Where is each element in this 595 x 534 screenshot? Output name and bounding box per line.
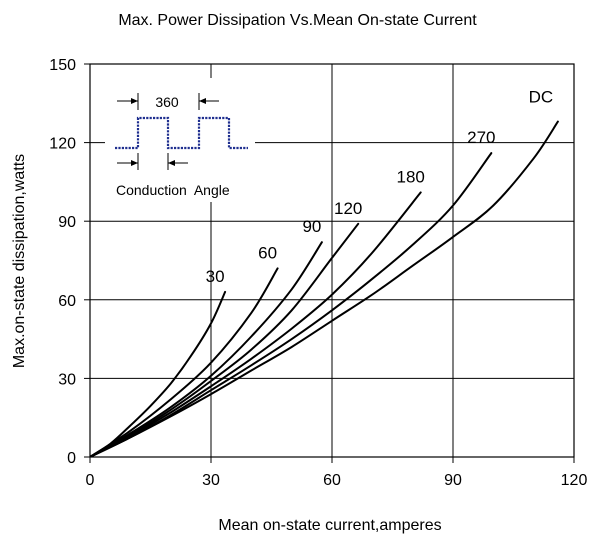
inset-period-label: 360: [155, 94, 179, 110]
series-line-180: [90, 191, 422, 457]
x-tick-label: 60: [323, 472, 341, 489]
series-label-DC: DC: [529, 88, 554, 107]
y-tick-label: 120: [49, 136, 76, 153]
series-label-270: 270: [467, 128, 495, 147]
x-axis-label: Mean on-state current,amperes: [218, 517, 441, 534]
x-tick-label: 90: [444, 472, 462, 489]
series-labels: 30 60 90 120 180 270 DC: [206, 88, 554, 286]
x-tick-label: 120: [561, 472, 588, 489]
x-tick-label: 0: [86, 472, 95, 489]
inset-arrowhead-right: [199, 98, 206, 104]
series-label-180: 180: [397, 167, 425, 186]
axis-ticks: 0 30 60 90 120 0 30 60 90 120 150: [49, 57, 587, 489]
series-lines: [90, 120, 559, 457]
y-tick-label: 30: [58, 371, 76, 388]
series-line-60: [90, 267, 279, 457]
y-tick-label: 60: [58, 293, 76, 310]
series-line-90: [90, 241, 323, 457]
conduction-angle-inset: 360 Conduction Angle: [105, 78, 255, 202]
y-axis-label: Max.on-state dissipation,watts: [11, 154, 28, 368]
inset-arrowhead-left: [131, 98, 138, 104]
series-line-30: [90, 290, 227, 457]
chart-title: Max. Power Dissipation Vs.Mean On-state …: [118, 12, 477, 29]
inset-angle-arrowhead-right: [168, 160, 175, 166]
series-label-90: 90: [302, 217, 321, 236]
y-tick-label: 150: [49, 57, 76, 74]
series-label-30: 30: [206, 267, 225, 286]
x-tick-label: 30: [202, 472, 220, 489]
grid: [90, 64, 574, 457]
series-line-120: [90, 222, 360, 457]
y-tick-label: 0: [67, 450, 76, 467]
inset-caption: Conduction Angle: [116, 182, 230, 198]
series-line-DC: [90, 120, 559, 457]
y-tick-label: 90: [58, 214, 76, 231]
series-label-120: 120: [334, 199, 362, 218]
inset-waveform: [115, 116, 248, 150]
series-label-60: 60: [258, 243, 277, 262]
inset-angle-arrowhead-left: [131, 160, 138, 166]
